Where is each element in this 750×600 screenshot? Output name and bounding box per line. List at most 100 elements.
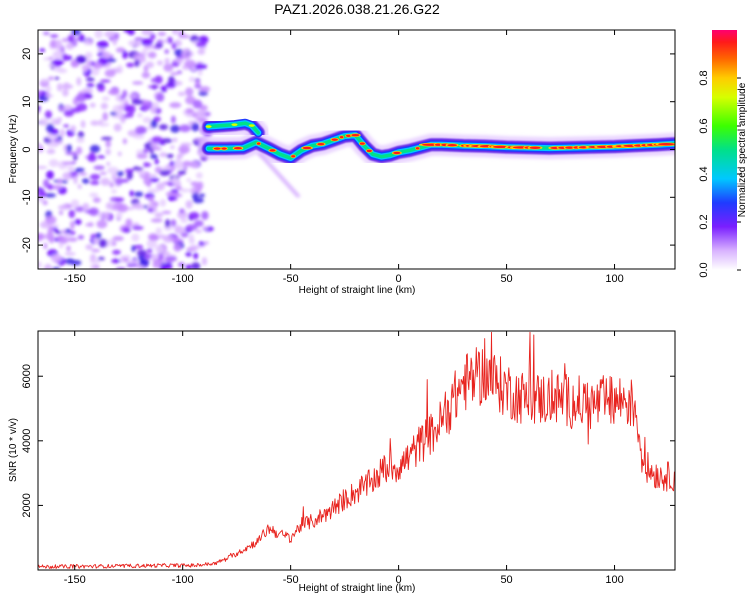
noise-blob: [71, 161, 76, 165]
noise-blob: [48, 56, 53, 61]
snr-y-tick-label: 2000: [21, 493, 33, 517]
figure-title: PAZ1.2026.038.21.26.G22: [274, 1, 440, 17]
noise-blob: [105, 139, 112, 148]
noise-blob: [70, 107, 82, 113]
noise-blob: [136, 153, 148, 159]
noise-blob: [170, 189, 179, 193]
noise-blob: [45, 85, 51, 93]
noise-blob: [70, 199, 80, 209]
noise-blob: [157, 31, 167, 36]
noise-blob: [38, 118, 49, 126]
noise-blob: [170, 219, 177, 227]
noise-blob: [134, 58, 140, 68]
snr-x-tick-label: -150: [64, 574, 86, 586]
noise-blob: [103, 211, 110, 220]
noise-blob: [38, 233, 43, 242]
noise-blob: [171, 42, 177, 50]
noise-blob: [156, 60, 163, 66]
noise-blob: [70, 220, 75, 230]
hotspot-core: [366, 149, 372, 153]
noise-blob: [73, 175, 78, 185]
noise-blob: [139, 171, 146, 176]
noise-blob: [164, 57, 170, 65]
noise-blob: [123, 30, 133, 33]
noise-blob: [147, 233, 159, 241]
noise-blob: [124, 168, 134, 174]
colorbar-tick-label: 0.2: [698, 214, 710, 229]
noise-blob: [105, 148, 111, 156]
noise-blob: [198, 193, 205, 198]
noise-blob: [190, 181, 200, 187]
noise-blob: [66, 245, 71, 252]
noise-blob: [87, 39, 94, 46]
colorbar-label: Normalized spectral amplitude: [737, 82, 748, 217]
noise-blob: [177, 91, 186, 97]
noise-blob: [122, 138, 128, 145]
noise-blob: [170, 124, 180, 133]
snr-y-label: SNR (10 * v/v): [8, 418, 19, 482]
noise-blob: [141, 71, 151, 79]
noise-blob: [150, 253, 160, 260]
noise-blob: [169, 102, 182, 109]
noise-blob: [171, 62, 180, 67]
spectrogram-y-tick-label: 0: [21, 146, 33, 152]
noise-blob: [105, 202, 114, 210]
noise-blob: [137, 112, 143, 118]
hotspot-core: [269, 149, 276, 152]
spectrogram-x-ticks: -150 -100 -50 0 50 100: [64, 30, 624, 285]
noise-blob: [125, 111, 134, 118]
noise-blob: [46, 170, 54, 180]
noise-blob: [143, 103, 149, 111]
noise-blob: [63, 110, 74, 117]
noise-blob: [82, 202, 90, 211]
noise-blob: [49, 236, 55, 244]
noise-blob: [78, 34, 85, 42]
noise-blob: [165, 83, 177, 87]
noise-blob: [44, 193, 57, 198]
snr-x-label: Height of straight line (km): [299, 583, 416, 594]
noise-blob: [165, 255, 177, 262]
noise-blob: [77, 234, 85, 240]
noise-blob: [54, 76, 60, 80]
noise-blob: [115, 47, 126, 53]
noise-blob: [39, 48, 46, 53]
noise-blob: [76, 146, 83, 155]
noise-blob: [175, 157, 182, 167]
noise-blob: [70, 125, 76, 133]
noise-blob: [44, 94, 54, 98]
noise-blob: [107, 89, 120, 96]
noise-blob: [115, 94, 121, 102]
noise-blob: [155, 93, 165, 102]
noise-blob: [195, 172, 203, 179]
noise-blob: [96, 219, 108, 229]
noise-blob: [185, 87, 194, 97]
noise-blob: [63, 124, 70, 128]
noise-blob: [143, 176, 153, 186]
spectrogram-heatmap: [38, 30, 675, 269]
hotspot-core: [492, 145, 509, 149]
noise-blob: [165, 262, 173, 269]
noise-blob: [38, 165, 48, 170]
branch-hotspot: [248, 124, 255, 127]
noise-blob: [44, 110, 53, 119]
noise-blob: [198, 241, 205, 246]
noise-blob: [147, 174, 158, 178]
noise-blob: [54, 49, 63, 58]
noise-blob: [70, 60, 79, 68]
noise-blob: [112, 36, 118, 46]
noise-blob: [58, 210, 64, 216]
noise-blob: [87, 154, 97, 162]
noise-blob: [112, 249, 121, 255]
hotspot-core: [331, 138, 338, 141]
colorbar-tick-label: 0.0: [698, 262, 710, 277]
noise-blob: [77, 131, 85, 139]
noise-blob: [48, 76, 55, 81]
noise-blob: [66, 144, 72, 153]
noise-blob: [197, 48, 206, 55]
noise-blob: [54, 230, 63, 235]
spectrogram-y-label: Frequency (Hz): [8, 115, 19, 184]
noise-blob: [75, 93, 87, 103]
noise-blob: [204, 241, 209, 245]
noise-blob: [134, 37, 144, 41]
noise-blob: [64, 252, 76, 256]
